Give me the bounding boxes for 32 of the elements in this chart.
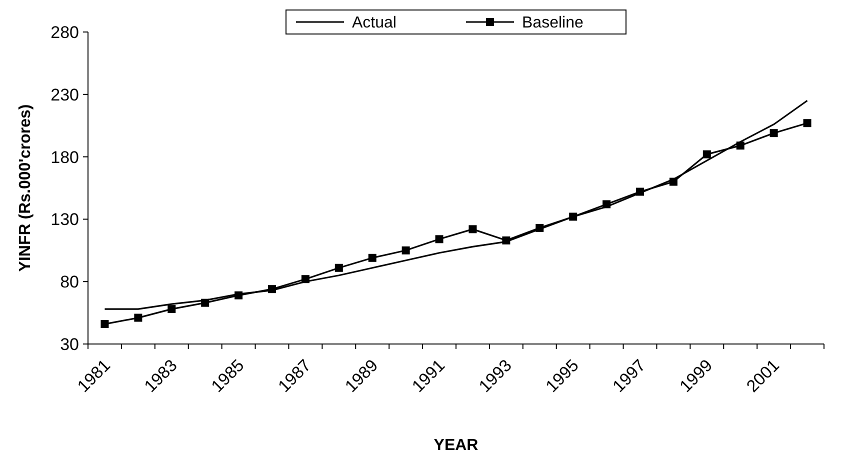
point: [569, 212, 578, 221]
y-tick-label: 130: [50, 210, 79, 230]
y-tick-label: 280: [50, 22, 79, 42]
point: [334, 264, 343, 272]
point: [702, 150, 711, 158]
point: [669, 178, 678, 186]
point: [636, 188, 644, 196]
point: [234, 291, 243, 300]
point: [368, 254, 376, 262]
point: [268, 285, 276, 294]
y-tick-label: 30: [60, 334, 79, 354]
point: [100, 320, 109, 328]
point: [168, 305, 176, 314]
y-tick-label: 180: [50, 148, 79, 167]
x-axis-title: YEAR: [434, 437, 479, 454]
y-tick-label: 230: [50, 85, 79, 104]
point: [536, 224, 544, 232]
point: [301, 275, 310, 284]
point: [770, 129, 778, 138]
y-axis-title: YINFR (Rs.000'crores): [17, 104, 34, 272]
point: [435, 235, 444, 244]
point: [736, 142, 744, 150]
point: [502, 236, 510, 244]
point: [201, 298, 210, 307]
point: [134, 314, 142, 322]
legend-label: Baseline: [522, 14, 584, 32]
point: [402, 246, 410, 254]
point: [803, 119, 812, 128]
y-tick-label: 80: [60, 272, 79, 292]
point: [468, 225, 477, 234]
legend-label: Actual: [352, 14, 396, 32]
point: [602, 200, 611, 208]
